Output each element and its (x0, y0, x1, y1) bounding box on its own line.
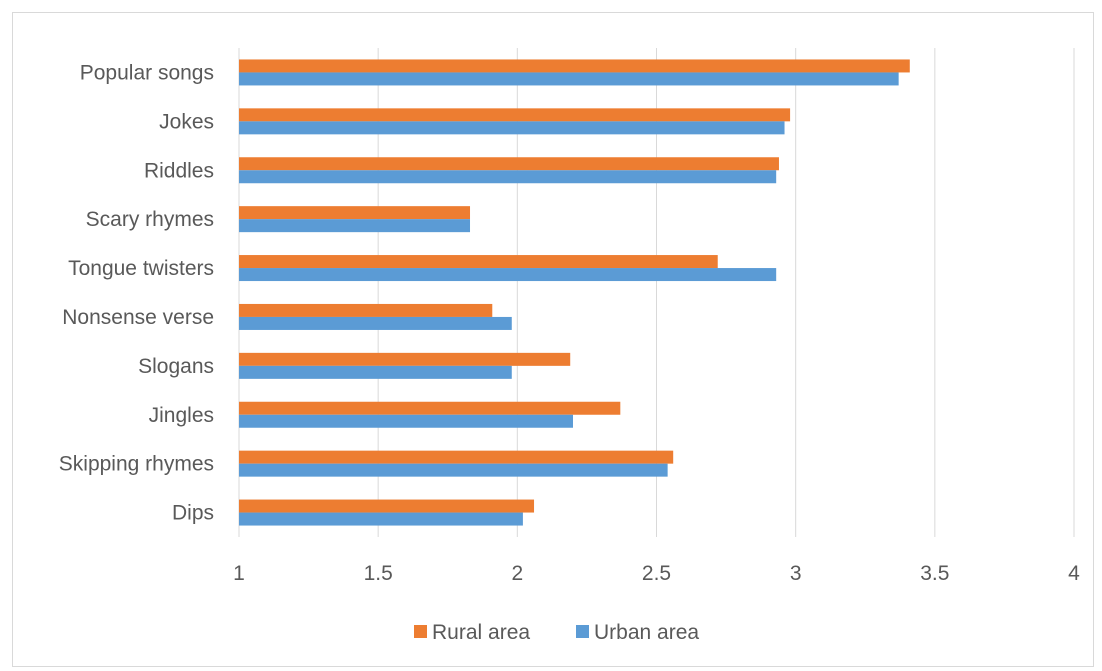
x-tick-label: 4 (1068, 562, 1080, 585)
category-label: Jokes (159, 110, 214, 133)
bar-urban (239, 268, 777, 282)
bar-rural (239, 303, 493, 317)
category-label: Tongue twisters (68, 257, 214, 280)
category-label: Riddles (144, 159, 214, 182)
legend-label-rural: Rural area (432, 621, 530, 644)
category-label: Dips (172, 502, 214, 525)
category-label: Nonsense verse (62, 306, 214, 329)
bar-rural (239, 499, 535, 513)
bar-rural (239, 401, 621, 415)
bar-rural (239, 157, 779, 171)
category-label: Scary rhymes (86, 208, 214, 231)
x-tick-label: 3 (790, 562, 802, 585)
bar-urban (239, 219, 471, 233)
bar-rural (239, 108, 791, 122)
x-tick-label: 1.5 (364, 562, 393, 585)
bar-rural (239, 352, 571, 366)
bar-rural (239, 255, 718, 269)
bar-urban (239, 512, 523, 526)
x-axis-ticks: 1 1.5 2 2.5 3 3.5 4 (233, 562, 1080, 585)
legend-label-urban: Urban area (594, 621, 699, 644)
bar-urban (239, 72, 899, 86)
x-tick-label: 3.5 (920, 562, 949, 585)
category-label: Skipping rhymes (59, 453, 214, 476)
bar-urban (239, 316, 512, 330)
bar-urban (239, 170, 777, 184)
category-label: Jingles (149, 404, 214, 427)
legend-swatch-urban (576, 625, 589, 638)
bar-rural (239, 59, 910, 73)
bar-urban (239, 365, 512, 379)
category-label: Popular songs (80, 61, 214, 84)
bar-rural (239, 450, 674, 464)
x-tick-label: 1 (233, 562, 245, 585)
bars (239, 59, 910, 526)
x-tick-label: 2 (511, 562, 523, 585)
legend-swatch-rural (414, 625, 427, 638)
bar-urban (239, 414, 573, 428)
legend: Rural area Urban area (414, 621, 699, 644)
bar-rural (239, 206, 471, 220)
bar-urban (239, 121, 785, 135)
category-labels: Popular songs Jokes Riddles Scary rhymes Ton… (59, 61, 214, 524)
bar-urban (239, 463, 668, 477)
x-tick-label: 2.5 (642, 562, 671, 585)
category-label: Slogans (138, 355, 214, 378)
